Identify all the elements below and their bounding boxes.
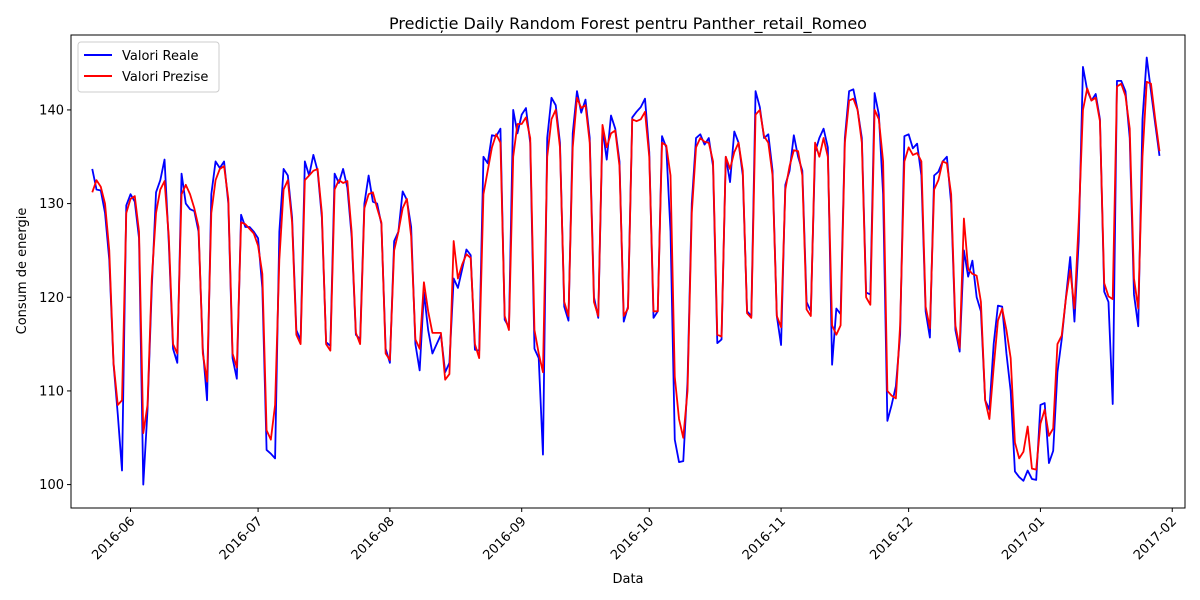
y-tick-label: 130	[39, 197, 64, 212]
y-tick-label: 110	[39, 384, 64, 399]
x-axis-label: Data	[612, 572, 643, 587]
legend-frame	[77, 41, 220, 93]
y-tick-label: 120	[39, 291, 64, 306]
y-tick-label: 140	[39, 103, 64, 118]
axes-frame	[70, 34, 1186, 509]
chart-title: Predicție Daily Random Forest pentru Pan…	[389, 14, 867, 34]
y-tick-label: 100	[39, 478, 64, 493]
legend: Valori Reale Valori Prezise	[77, 41, 220, 93]
y-axis-label: Consum de energie	[15, 208, 30, 335]
legend-label-reale: Valori Reale	[122, 49, 199, 64]
plot-area	[91, 56, 1161, 486]
legend-label-prezise: Valori Prezise	[122, 70, 208, 85]
series-line-1	[91, 80, 1161, 471]
